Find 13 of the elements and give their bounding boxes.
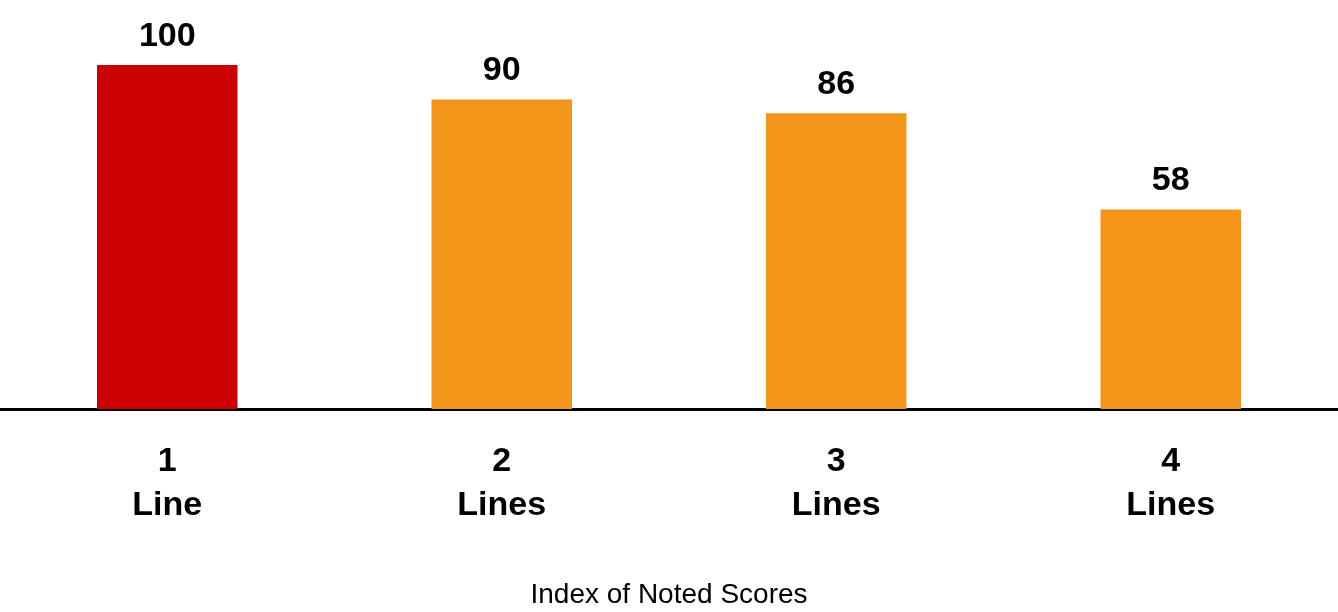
- bar: [766, 113, 907, 409]
- bar: [1100, 209, 1241, 409]
- x-tick-label: 3 Lines: [791, 440, 881, 522]
- x-tick-label: 1 Line: [132, 440, 203, 522]
- data-label: 90: [482, 49, 521, 88]
- x-axis-title: Index of Noted Scores: [530, 577, 808, 609]
- data-label: 86: [817, 63, 856, 102]
- bar: [431, 99, 572, 409]
- bar: [97, 65, 238, 409]
- data-label: 100: [138, 15, 196, 53]
- data-label: 58: [1151, 159, 1190, 198]
- x-tick-label: 2 Lines: [457, 440, 547, 522]
- x-tick-label: 4 Lines: [1126, 440, 1216, 522]
